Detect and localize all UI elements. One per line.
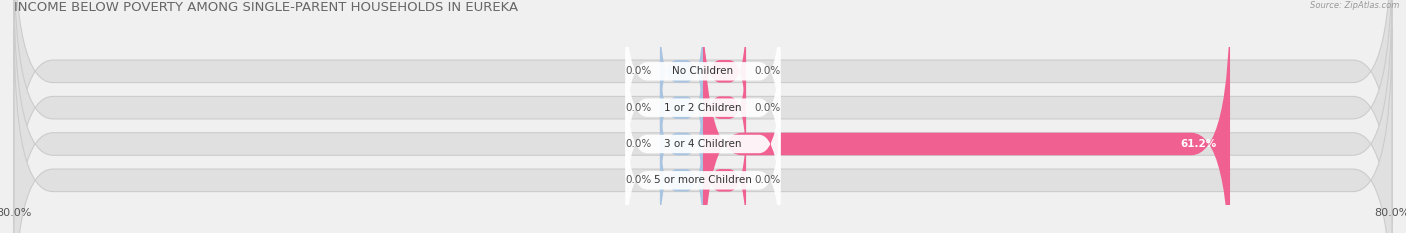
Text: 3 or 4 Children: 3 or 4 Children — [664, 139, 742, 149]
FancyBboxPatch shape — [14, 0, 1392, 233]
FancyBboxPatch shape — [626, 62, 780, 226]
Text: 0.0%: 0.0% — [755, 103, 780, 113]
Text: 0.0%: 0.0% — [626, 139, 651, 149]
FancyBboxPatch shape — [626, 26, 780, 189]
FancyBboxPatch shape — [14, 0, 1392, 224]
Text: No Children: No Children — [672, 66, 734, 76]
FancyBboxPatch shape — [659, 119, 703, 233]
Text: Source: ZipAtlas.com: Source: ZipAtlas.com — [1309, 1, 1399, 10]
FancyBboxPatch shape — [659, 46, 703, 169]
Text: 0.0%: 0.0% — [755, 66, 780, 76]
FancyBboxPatch shape — [14, 28, 1392, 233]
FancyBboxPatch shape — [626, 99, 780, 233]
Text: 0.0%: 0.0% — [755, 175, 780, 185]
FancyBboxPatch shape — [626, 0, 780, 153]
FancyBboxPatch shape — [703, 10, 747, 133]
Text: 0.0%: 0.0% — [626, 103, 651, 113]
Text: 5 or more Children: 5 or more Children — [654, 175, 752, 185]
FancyBboxPatch shape — [659, 82, 703, 206]
Text: 61.2%: 61.2% — [1181, 139, 1218, 149]
FancyBboxPatch shape — [659, 10, 703, 133]
FancyBboxPatch shape — [703, 0, 1230, 233]
Text: INCOME BELOW POVERTY AMONG SINGLE-PARENT HOUSEHOLDS IN EUREKA: INCOME BELOW POVERTY AMONG SINGLE-PARENT… — [14, 1, 519, 14]
Text: 0.0%: 0.0% — [626, 66, 651, 76]
FancyBboxPatch shape — [14, 0, 1392, 233]
Text: 0.0%: 0.0% — [626, 175, 651, 185]
FancyBboxPatch shape — [703, 46, 747, 169]
FancyBboxPatch shape — [703, 119, 747, 233]
Text: 1 or 2 Children: 1 or 2 Children — [664, 103, 742, 113]
